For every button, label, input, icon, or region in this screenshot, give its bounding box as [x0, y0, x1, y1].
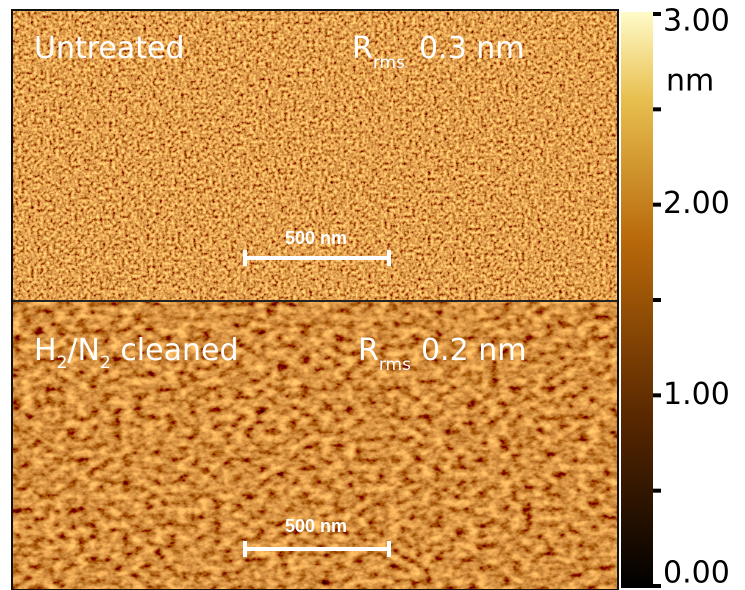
rms-symbol: R	[352, 31, 373, 66]
tick-label: 2.00	[663, 186, 730, 221]
label-subscript: 2	[100, 353, 111, 373]
tick-label: 1.00	[663, 377, 730, 412]
rms-subscript: rms	[379, 355, 411, 375]
label-subscript: 2	[57, 353, 68, 373]
colorbar	[621, 12, 653, 588]
scale-bar-label: 500 nm	[285, 228, 347, 248]
colorbar-unit: nm	[666, 64, 714, 99]
rms-symbol: R	[358, 333, 379, 368]
label-text: /N	[67, 333, 100, 368]
label-text: cleaned	[111, 333, 239, 368]
rms-value: 0.2 nm	[421, 333, 526, 368]
label-text: H	[34, 333, 57, 368]
afm-image-cleaned	[12, 302, 618, 590]
tick-label: 0.00	[663, 556, 730, 590]
rms-subscript: rms	[373, 53, 405, 73]
tick-label: 3.00	[663, 4, 730, 39]
figure: Untreated Rrms0.3 nm 500 nm H2/N2 cleane…	[0, 0, 745, 590]
scale-bar-label: 500 nm	[285, 516, 347, 536]
panel-label: Untreated	[34, 31, 185, 66]
rms-value: 0.3 nm	[419, 31, 524, 66]
